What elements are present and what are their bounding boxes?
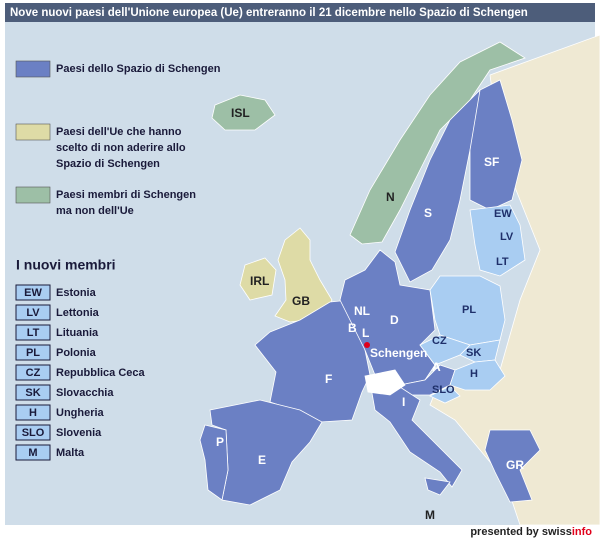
country-isl	[211, 94, 276, 131]
map-label: ISL	[231, 106, 250, 120]
map-label: B	[348, 321, 357, 335]
country-ch	[364, 369, 406, 396]
country-slo	[429, 385, 461, 404]
footer-text: presented by swiss	[470, 526, 572, 538]
member-name: Repubblica Ceca	[56, 367, 146, 379]
map-label: A	[432, 360, 441, 374]
map-label: E	[258, 453, 266, 467]
country-sk	[459, 339, 501, 363]
member-name: Slovenia	[56, 427, 102, 439]
member-code-box	[15, 344, 51, 361]
member-code: SLO	[22, 427, 45, 439]
country-i	[369, 381, 463, 488]
map-label: PL	[462, 304, 476, 316]
map-label: SK	[466, 347, 481, 359]
legend-swatch	[15, 123, 51, 141]
member-code: LV	[26, 307, 40, 319]
map-label: LT	[496, 256, 509, 268]
member-name: Estonia	[56, 287, 97, 299]
member-name: Polonia	[56, 347, 97, 359]
member-code-box	[15, 384, 51, 401]
member-code-box	[15, 364, 51, 381]
legend-label: Spazio di Schengen	[56, 158, 160, 170]
map-label: N	[386, 190, 395, 204]
member-code: CZ	[26, 367, 41, 379]
legend-label: Paesi dell'Ue che hanno	[56, 126, 182, 138]
country-sf	[469, 79, 523, 211]
country-irl	[239, 257, 277, 301]
map-label: M	[425, 508, 435, 522]
map-label: H	[470, 368, 478, 380]
legend: Paesi dello Spazio di Schengen Paesi dell…	[15, 60, 221, 217]
map: ISL IRL GB N S SF EW LV LT PL D NL B L C…	[199, 34, 600, 526]
map-label: P	[216, 435, 224, 449]
map-label: EW	[494, 208, 512, 220]
country-gr	[484, 429, 541, 503]
country-i-sicily	[424, 477, 451, 496]
legend-label: Paesi membri di Schengen	[56, 189, 196, 201]
legend-label: ma non dell'Ue	[56, 205, 134, 217]
country-baltics	[469, 204, 526, 277]
title: Nove nuovi paesi dell'Unione europea (Ue…	[10, 7, 528, 19]
member-code: H	[29, 407, 37, 419]
member-code: M	[28, 447, 37, 459]
member-code: LT	[27, 327, 40, 339]
footer: presented by swissinfo	[470, 526, 592, 538]
map-label: CZ	[432, 335, 447, 347]
map-label: Schengen	[370, 346, 427, 360]
country-pl	[429, 275, 506, 346]
country-f	[254, 299, 371, 423]
map-label: F	[325, 372, 332, 386]
legend-swatch	[15, 60, 51, 78]
member-code: EW	[24, 287, 42, 299]
member-code-box	[15, 304, 51, 321]
map-label: S	[424, 206, 432, 220]
country-h	[449, 359, 506, 391]
member-name: Lettonia	[56, 307, 100, 319]
footer-brand: info	[572, 526, 592, 538]
footer-bg	[0, 525, 600, 541]
legend-swatch	[15, 186, 51, 204]
member-code-box	[15, 444, 51, 461]
map-label: I	[402, 395, 405, 409]
member-code-box	[15, 324, 51, 341]
member-name: Ungheria	[56, 407, 105, 419]
map-label: D	[390, 313, 399, 327]
member-code: SK	[25, 387, 40, 399]
legend-label: Paesi dello Spazio di Schengen	[56, 63, 221, 75]
map-label: GR	[506, 458, 524, 472]
map-label: LV	[500, 231, 514, 243]
new-members-heading: I nuovi membri	[16, 257, 116, 273]
map-label: GB	[292, 294, 310, 308]
map-label: L	[362, 326, 369, 340]
legend-label: scelto di non aderire allo	[56, 142, 186, 154]
country-n	[349, 41, 526, 245]
map-label: SF	[484, 155, 499, 169]
country-p	[199, 424, 229, 501]
member-name: Malta	[56, 447, 85, 459]
map-label: IRL	[250, 274, 269, 288]
member-code: PL	[26, 347, 40, 359]
member-code-box	[15, 404, 51, 421]
map-label: NL	[354, 304, 370, 318]
member-name: Slovacchia	[56, 387, 114, 399]
map-label: SLO	[432, 384, 455, 396]
title-bar	[5, 3, 595, 22]
schengen-dot	[364, 342, 370, 348]
member-code-box	[15, 424, 51, 441]
new-members-list: EW Estonia LV Lettonia LT Lituania PL Polonia CZ…	[15, 284, 146, 461]
member-code-box	[15, 284, 51, 301]
member-name: Lituania	[56, 327, 99, 339]
